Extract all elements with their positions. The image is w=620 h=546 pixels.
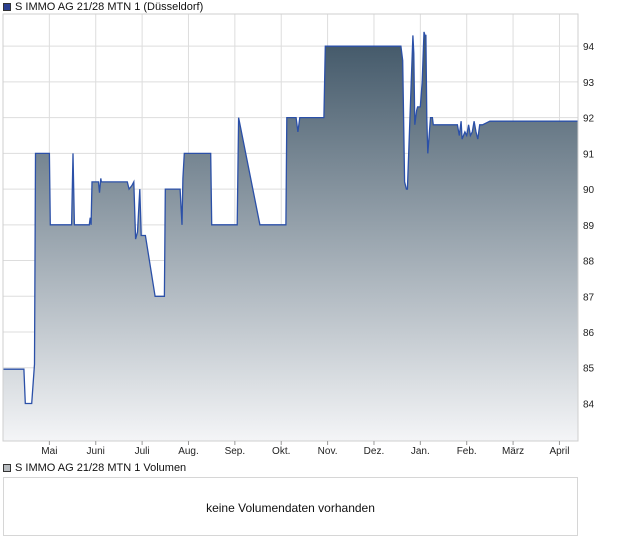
- y-tick-label: 94: [583, 42, 595, 53]
- y-tick-label: 88: [583, 257, 595, 268]
- price-line: [3, 31, 578, 405]
- y-tick-label: 89: [583, 221, 595, 232]
- y-tick-label: 84: [583, 399, 595, 410]
- x-tick-label: Sep.: [225, 446, 246, 457]
- y-axis-ticks: 84 85 86 87 88 89 90 91 92 93 94: [583, 42, 595, 410]
- x-tick-label: Aug.: [178, 446, 199, 457]
- x-tick-label: Mai: [41, 446, 57, 457]
- y-tick-label: 92: [583, 114, 595, 125]
- x-tick-label: Juni: [87, 446, 105, 457]
- volume-legend: S IMMO AG 21/28 MTN 1 Volumen: [3, 461, 186, 475]
- y-tick-label: 93: [583, 78, 595, 89]
- y-tick-label: 87: [583, 292, 595, 303]
- x-tick-label: Juli: [135, 446, 150, 457]
- x-tick-label: Dez.: [364, 446, 385, 457]
- no-volume-message: keine Volumendaten vorhanden: [206, 501, 375, 515]
- y-tick-label: 86: [583, 328, 595, 339]
- x-tick-label: Nov.: [318, 446, 338, 457]
- x-axis-ticks: Mai Juni Juli Aug. Sep. Okt. Nov. Dez. Jan. Feb. M…: [41, 441, 569, 457]
- volume-panel: keine Volumendaten vorhanden: [3, 477, 578, 536]
- x-tick-label: März: [502, 446, 524, 457]
- x-tick-label: Okt.: [272, 446, 290, 457]
- price-area: [3, 31, 578, 442]
- plot-frame: [2, 13, 579, 442]
- price-legend: S IMMO AG 21/28 MTN 1 (Düsseldorf): [3, 0, 203, 14]
- y-tick-label: 91: [583, 149, 595, 160]
- volume-legend-label: S IMMO AG 21/28 MTN 1 Volumen: [15, 462, 187, 474]
- x-tick-label: Feb.: [457, 446, 477, 457]
- y-tick-label: 90: [583, 185, 595, 196]
- volume-legend-swatch: [3, 464, 11, 472]
- price-chart: Mai Juni Juli Aug. Sep. Okt. Nov. Dez. Jan. Feb. M…: [2, 13, 595, 457]
- price-legend-label: S IMMO AG 21/28 MTN 1 (Düsseldorf): [15, 1, 204, 13]
- price-legend-swatch: [3, 3, 11, 11]
- y-tick-label: 85: [583, 364, 595, 375]
- x-tick-label: April: [549, 446, 569, 457]
- x-tick-label: Jan.: [411, 446, 430, 457]
